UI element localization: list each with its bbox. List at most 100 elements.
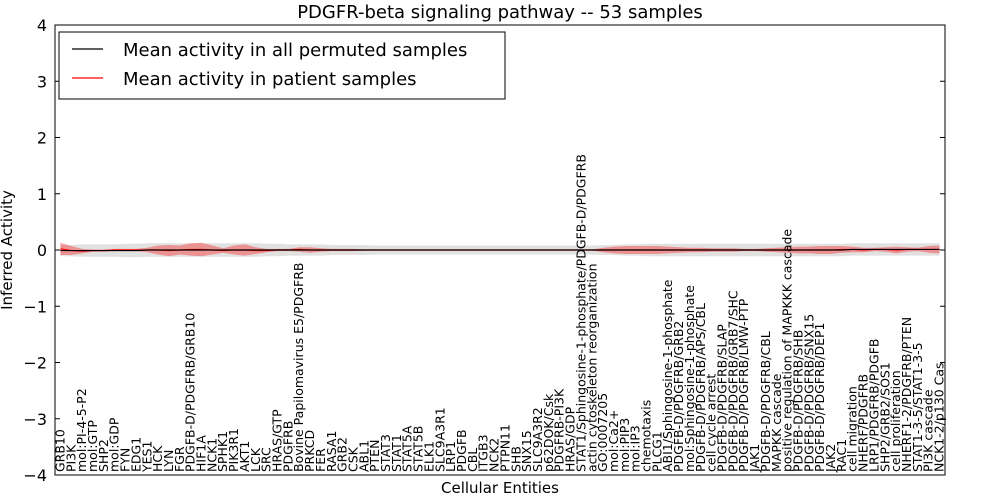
x-tick-label: PRKCD xyxy=(302,430,317,472)
x-tick-label: SPHK1 xyxy=(215,431,230,472)
x-tick-label: PDGFB-D/PDGFRB/GRB7/SHC xyxy=(725,290,740,472)
x-tick-label: LYN xyxy=(161,450,176,472)
x-tick-label: cell proliferation xyxy=(888,370,903,472)
x-axis-tick-labels: GRB10PI3Kmol:PI-4-5-P2mol:GTPSHP2mol:GDP… xyxy=(52,154,946,473)
y-tick-label: −1 xyxy=(23,297,47,316)
x-tick-label: HRAS/GTP xyxy=(270,409,285,472)
x-tick-label: GO:0007205 xyxy=(595,393,610,472)
x-tick-label: mol:Ca2+ xyxy=(606,410,621,472)
x-tick-label: cell migration xyxy=(845,386,860,472)
x-tick-label: LRP1/PDGFRB/PDGFB xyxy=(866,339,881,472)
x-tick-label: FYN xyxy=(118,448,133,472)
y-axis-ticks: −4 −3 −2 −1 0 1 2 3 4 xyxy=(23,16,945,485)
x-tick-label: JAK2 xyxy=(823,444,838,473)
x-tick-label: PLCG1 xyxy=(649,431,664,472)
x-tick-label: mol:GTP xyxy=(85,420,100,472)
x-tick-label: NCK1-2/p130 Cas xyxy=(932,362,947,472)
x-tick-label: LCK xyxy=(248,447,263,472)
chart-title: PDGFR-beta signaling pathway -- 53 sampl… xyxy=(297,2,703,23)
x-tick-label: chemotaxis xyxy=(639,400,654,472)
x-tick-label: PDGFB-D/PDGFRB/GRB10 xyxy=(183,313,198,472)
x-tick-label: PTEN xyxy=(367,440,382,472)
x-tick-label: positive regulation of MAPKKK cascade xyxy=(780,229,795,472)
legend-label-patient: Mean activity in patient samples xyxy=(123,69,417,90)
y-tick-label: 0 xyxy=(37,241,47,260)
x-tick-label: PIK3R1 xyxy=(226,428,241,472)
x-tick-label: STAT1 xyxy=(389,434,404,472)
x-tick-label: AKT1 xyxy=(237,441,252,472)
x-tick-label: GRB2 xyxy=(335,437,350,472)
x-tick-label: actin cytoskeleton reorganization xyxy=(584,263,599,472)
x-tick-label: PDGFB-D/PDGFRB/SLAP xyxy=(715,324,730,472)
x-tick-label: GRB10 xyxy=(52,429,67,472)
x-tick-label: Bovine Papilomavirus E5/PDGFRB xyxy=(291,263,306,472)
x-tick-label: PDGFB-D/PDGFRB/CBL xyxy=(758,331,773,472)
x-tick-label: STAT1/Sphingosine-1-phosphate/PDGFB-D/PD… xyxy=(573,154,588,472)
x-tick-label: EDG1 xyxy=(128,437,143,472)
x-tick-label: PDGFB-D/PDGFRB/LMW-PTP xyxy=(736,298,751,472)
x-tick-label: NCK2 xyxy=(487,438,502,472)
x-tick-label: mol:PIP3 xyxy=(617,418,632,472)
x-tick-label: PDGFB-D/PDGFRB/DEP1 xyxy=(812,323,827,473)
x-tick-label: PDGFB-D/PDGFRB/APS/CBL xyxy=(693,303,708,472)
x-tick-label: NCK1 xyxy=(204,438,219,472)
x-tick-label: ABL1 xyxy=(356,440,371,472)
x-tick-label: STAT1-3-5/STAT1-3-5 xyxy=(910,342,925,472)
x-tick-label: NHERF/PDGFRB xyxy=(856,374,871,472)
y-tick-label: 1 xyxy=(37,185,47,204)
x-tick-label: SHB xyxy=(508,446,523,472)
x-tick-label: PTPN11 xyxy=(497,424,512,472)
x-axis-label: Cellular Entities xyxy=(441,479,559,497)
x-tick-label: STAT3 xyxy=(378,434,393,472)
x-tick-label: SRC xyxy=(259,447,274,472)
x-tick-label: LRP1 xyxy=(443,441,458,472)
x-tick-label: JAK1 xyxy=(747,444,762,473)
x-tick-label: HIF1A xyxy=(194,435,209,472)
y-tick-label: −2 xyxy=(23,354,47,373)
x-tick-label: PI3K xyxy=(63,444,78,472)
x-tick-label: HCK xyxy=(150,445,165,472)
x-tick-label: PDGFB-D/PDGFRB/GRB2 xyxy=(671,321,686,472)
x-tick-label: mol:GDP xyxy=(107,417,122,472)
x-tick-label: PDGFRB xyxy=(280,421,295,472)
x-tick-label: SHP2/GRB2/SOS1 xyxy=(877,362,892,472)
y-axis-label: Inferred Activity xyxy=(0,190,16,310)
x-tick-label: PDGFB-D/PDGFRB/SHB xyxy=(790,330,805,472)
x-tick-label: p62DOK/Csk xyxy=(541,393,556,472)
x-tick-label: mol:Sphingosine-1-phosphate xyxy=(682,285,697,472)
x-tick-label: PDGFB-D/PDGFRB/SNX15 xyxy=(801,314,816,472)
x-tick-label: PDGFB xyxy=(454,429,469,472)
y-tick-label: 4 xyxy=(37,16,47,35)
x-tick-label: MAPKK cascade xyxy=(769,373,784,472)
permuted-mean-line xyxy=(60,248,940,252)
x-tick-label: HRAS/GDP xyxy=(563,406,578,472)
x-tick-label: STAT5A xyxy=(400,425,415,472)
y-tick-label: −3 xyxy=(23,410,47,429)
x-tick-label: cell cycle arrest xyxy=(704,374,719,472)
x-tick-label: mol:IP3 xyxy=(628,425,643,472)
x-tick-label: FGR xyxy=(172,446,187,472)
x-tick-label: PDGFRB-PI3K xyxy=(552,388,567,472)
x-tick-label: ABI1/Sphingosine-1-phosphate xyxy=(660,279,675,472)
x-tick-label: STAT5B xyxy=(411,426,426,472)
x-tick-label: FER xyxy=(313,448,328,472)
x-tick-label: RASA1 xyxy=(324,431,339,472)
x-tick-label: PI3K cascade xyxy=(921,389,936,472)
x-tick-label: CBL xyxy=(465,448,480,472)
x-tick-label: SLC9A3R1 xyxy=(432,407,447,472)
legend-label-permuted: Mean activity in all permuted samples xyxy=(123,40,467,61)
y-tick-label: 2 xyxy=(37,129,47,148)
legend-box xyxy=(58,31,506,100)
x-tick-label: NHERF1-2/PDGFRB/PTEN xyxy=(899,317,914,472)
series-lines xyxy=(60,248,940,252)
x-tick-label: SNX15 xyxy=(519,430,534,472)
x-tick-label: ELK1 xyxy=(421,441,436,472)
x-tick-label: SHP2 xyxy=(96,439,111,472)
x-tick-label: mol:PI-4-5-P2 xyxy=(74,388,89,472)
x-tick-label: CSK xyxy=(345,446,360,472)
y-tick-label: −4 xyxy=(23,466,47,485)
x-tick-label: YES1 xyxy=(139,441,154,473)
x-tick-label: ITGB3 xyxy=(476,434,491,472)
x-tick-label: SLC9A3R2 xyxy=(530,407,545,472)
